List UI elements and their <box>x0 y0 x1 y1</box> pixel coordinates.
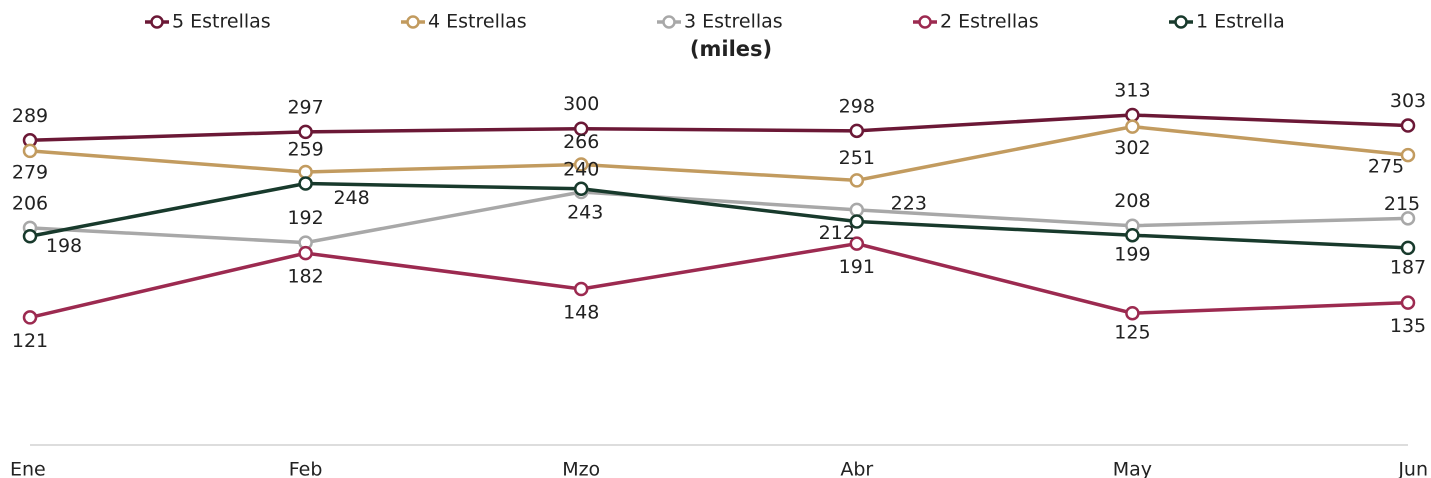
data-label: 297 <box>287 96 323 118</box>
x-tick-label: Mzo <box>562 459 600 478</box>
series-line <box>29 113 1409 143</box>
point <box>1125 305 1140 321</box>
point <box>1400 240 1416 256</box>
data-label: 212 <box>819 222 855 244</box>
data-label: 206 <box>12 192 48 214</box>
x-tick-label: Jun <box>1397 459 1428 478</box>
point <box>298 176 313 191</box>
legend-marker <box>406 15 420 29</box>
legend-marker <box>1174 15 1188 29</box>
data-label: 275 <box>1368 156 1404 178</box>
point <box>298 124 313 140</box>
x-tick-label: Abr <box>840 459 873 478</box>
series-line <box>29 241 1409 320</box>
data-label: 182 <box>287 266 323 288</box>
point <box>1125 107 1140 123</box>
data-label: 135 <box>1390 315 1426 337</box>
series-line <box>29 124 1409 183</box>
point <box>849 214 865 229</box>
chart-subtitle: (miles) <box>690 37 772 61</box>
data-label: 191 <box>839 256 875 278</box>
x-tick-label: Feb <box>289 459 323 478</box>
data-label: 199 <box>1114 244 1150 266</box>
data-label: 148 <box>563 301 599 323</box>
series-line <box>29 181 1409 250</box>
data-label: 259 <box>287 138 323 160</box>
point <box>849 236 865 251</box>
point <box>1400 211 1416 226</box>
data-label: 125 <box>1114 322 1150 344</box>
point <box>22 143 38 159</box>
series-line <box>29 190 1409 245</box>
point <box>849 202 865 218</box>
data-label: 303 <box>1390 90 1426 112</box>
data-label: 121 <box>12 330 48 352</box>
legend-marker <box>662 15 676 29</box>
point <box>573 281 589 297</box>
point <box>573 181 589 197</box>
x-tick-label: Ene <box>10 459 46 478</box>
point <box>298 245 313 261</box>
legend-label: 2 Estrellas <box>940 11 1039 33</box>
x-tick-label: May <box>1113 459 1152 478</box>
data-label: 300 <box>563 93 599 115</box>
data-label: 192 <box>287 207 323 229</box>
data-label: 240 <box>563 158 599 180</box>
data-label: 298 <box>839 95 875 117</box>
legend-label: 1 Estrella <box>1196 11 1285 33</box>
data-label: 215 <box>1384 193 1420 215</box>
point <box>22 229 38 244</box>
legend-label: 3 Estrellas <box>684 11 783 33</box>
point <box>298 164 313 180</box>
legend-marker <box>150 15 164 29</box>
data-label: 243 <box>567 201 603 223</box>
data-label: 266 <box>563 131 599 153</box>
data-label: 198 <box>46 235 82 257</box>
legend-label: 5 Estrellas <box>172 11 271 33</box>
point <box>1125 119 1140 134</box>
point <box>1400 118 1416 133</box>
point <box>1400 295 1416 310</box>
data-label: 302 <box>1114 137 1150 159</box>
point <box>1400 147 1416 163</box>
data-label: 208 <box>1114 190 1150 212</box>
point <box>1125 227 1140 243</box>
legend-label: 4 Estrellas <box>428 11 527 33</box>
point <box>573 121 589 136</box>
legend-marker <box>918 15 932 29</box>
data-label: 313 <box>1114 80 1150 102</box>
data-label: 248 <box>333 187 369 209</box>
point <box>22 310 38 325</box>
data-label: 187 <box>1390 256 1426 278</box>
point <box>573 157 589 172</box>
data-label: 223 <box>891 192 927 214</box>
data-label: 251 <box>839 147 875 169</box>
data-label: 279 <box>12 161 48 183</box>
point <box>849 123 865 139</box>
point <box>849 173 865 188</box>
data-label: 289 <box>12 105 48 127</box>
